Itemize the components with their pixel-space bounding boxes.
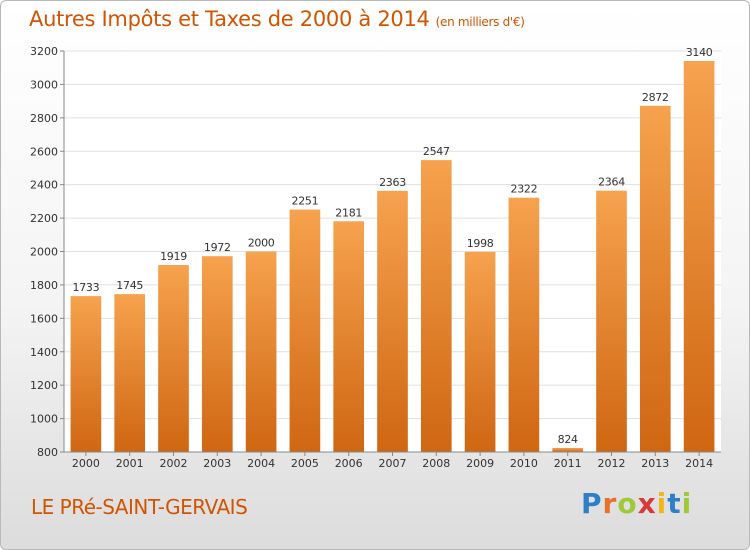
x-tick-label: 2004 [247, 457, 275, 470]
city-name: LE PRé-SAINT-GERVAIS [31, 495, 248, 519]
y-tick-label: 1200 [30, 379, 58, 392]
x-tick-label: 2013 [641, 457, 669, 470]
data-label: 1919 [160, 250, 187, 263]
logo-letter: r [602, 487, 618, 520]
chart-title-text: Autres Impôts et Taxes de 2000 à 2014 [29, 7, 430, 31]
x-tick-label: 2000 [72, 457, 100, 470]
bar [333, 221, 365, 452]
logo-letter: i [681, 487, 693, 520]
logo-letter: t [667, 487, 682, 520]
x-tick-label: 2014 [685, 457, 713, 470]
bar [158, 265, 189, 452]
bar [70, 296, 102, 452]
x-tick-label: 2008 [422, 457, 450, 470]
bar [508, 197, 540, 452]
data-label: 2547 [423, 145, 450, 158]
bar [201, 256, 233, 452]
y-tick-label: 2400 [30, 179, 58, 192]
data-label: 2322 [511, 183, 538, 196]
data-label: 824 [558, 433, 578, 446]
data-label: 1745 [116, 279, 143, 292]
x-tick-label: 2003 [203, 457, 231, 470]
x-tick-label: 2009 [466, 457, 494, 470]
y-tick-label: 2000 [30, 246, 58, 259]
logo-letter: x [637, 487, 657, 520]
x-tick-label: 2005 [291, 457, 319, 470]
logo-letter: i [656, 487, 668, 520]
x-tick-label: 2002 [160, 457, 188, 470]
y-tick-label: 2200 [30, 212, 58, 225]
y-tick-label: 3000 [30, 78, 58, 91]
y-tick-label: 2800 [30, 112, 58, 125]
x-tick-label: 2007 [379, 457, 407, 470]
y-tick-label: 2600 [30, 145, 58, 158]
x-tick-label: 2001 [116, 457, 144, 470]
data-label: 2872 [642, 91, 669, 104]
bar [596, 190, 627, 452]
bar [639, 105, 671, 452]
y-tick-label: 1800 [30, 279, 58, 292]
x-tick-label: 2012 [598, 457, 626, 470]
chart-title-unit: (en milliers d'€) [435, 15, 525, 29]
data-label: 2251 [292, 195, 319, 208]
data-label: 1998 [467, 237, 494, 250]
data-label: 1972 [204, 241, 231, 254]
logo-letter: P [581, 487, 603, 520]
bar [464, 251, 496, 452]
bar [245, 251, 277, 452]
y-tick-label: 1600 [30, 312, 58, 325]
y-tick-label: 1000 [30, 413, 58, 426]
bar [420, 160, 452, 453]
bar [377, 190, 408, 452]
logo-letter: o [617, 487, 638, 520]
x-tick-label: 2006 [335, 457, 363, 470]
y-tick-label: 1400 [30, 346, 58, 359]
x-tick-label: 2010 [510, 457, 538, 470]
bar [114, 294, 146, 452]
data-label: 2000 [248, 237, 275, 250]
bar [552, 447, 584, 452]
bar [289, 209, 321, 452]
bar [683, 61, 715, 453]
data-label: 3140 [686, 46, 713, 59]
chart-title: Autres Impôts et Taxes de 2000 à 2014 (en… [29, 7, 525, 31]
data-label: 2181 [335, 206, 362, 219]
proxiti-logo: Proxiti [581, 487, 692, 520]
y-tick-label: 3200 [30, 45, 58, 58]
data-label: 2364 [598, 176, 625, 189]
data-label: 2363 [379, 176, 406, 189]
y-tick-label: 800 [37, 446, 58, 459]
x-tick-label: 2011 [554, 457, 582, 470]
data-label: 1733 [73, 281, 100, 294]
